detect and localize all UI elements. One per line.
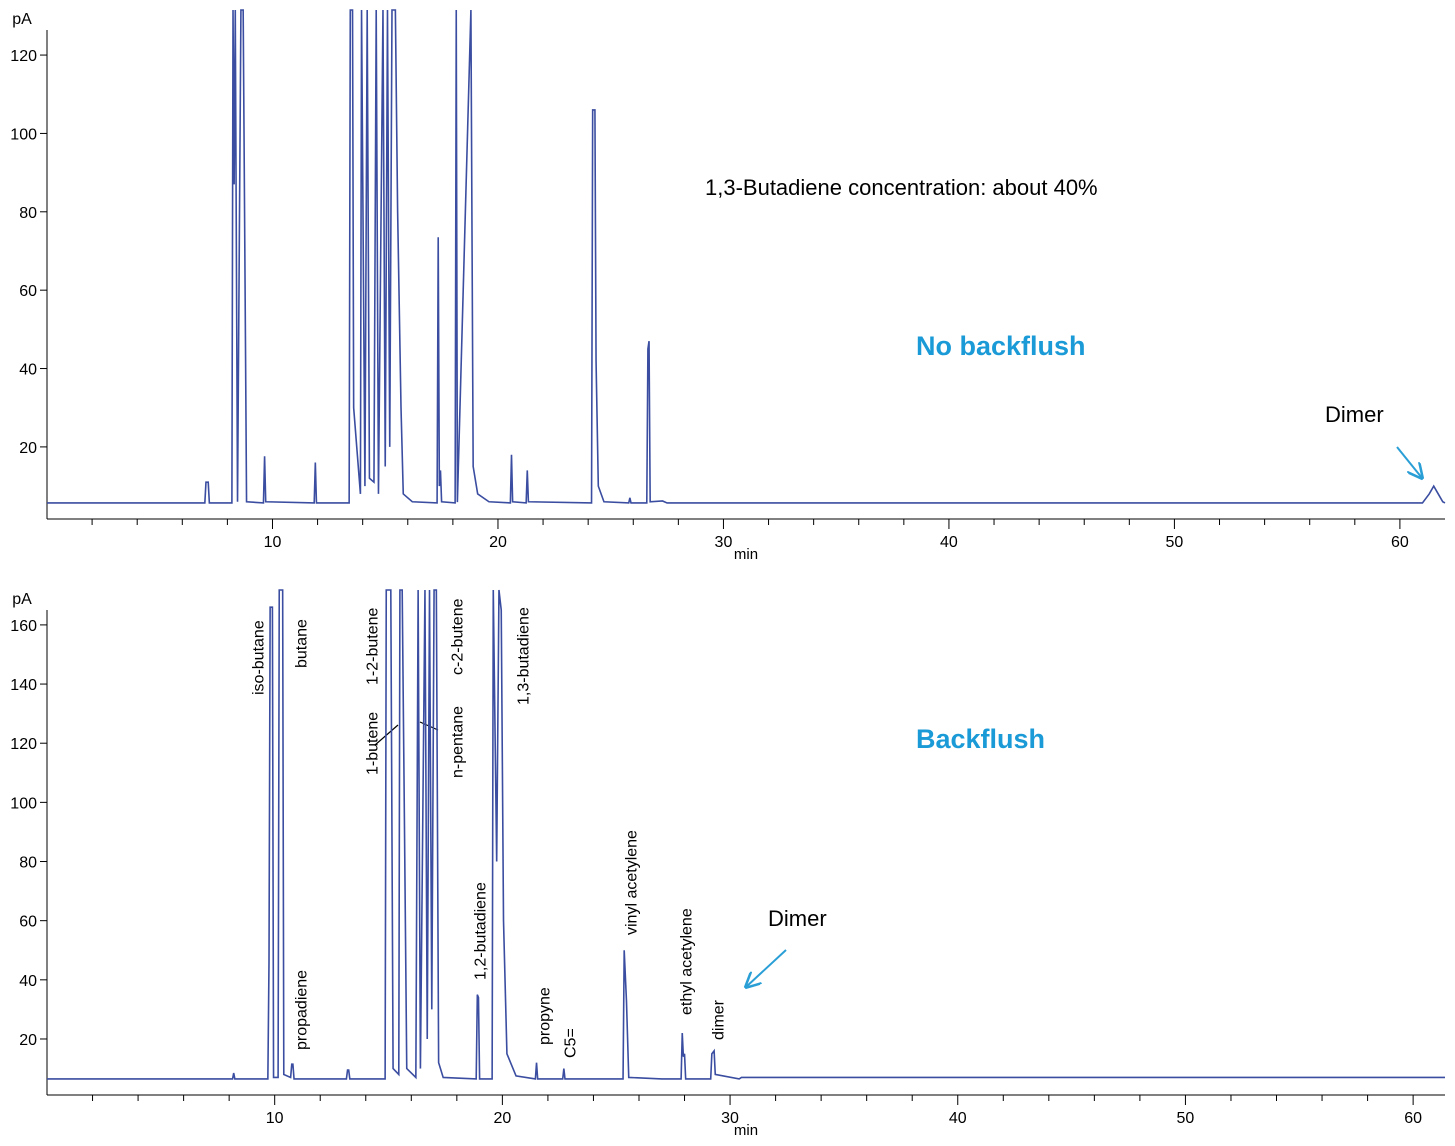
y-tick-label: 20 xyxy=(19,1032,37,1049)
x-tick-label: 50 xyxy=(1166,534,1184,551)
chromatogram-trace xyxy=(47,9,1446,504)
y-tick-label: 40 xyxy=(19,973,37,990)
y-tick-label: 100 xyxy=(10,126,37,143)
chromatogram-trace xyxy=(47,589,1445,1080)
y-tick-label: 20 xyxy=(19,440,37,457)
y-tick-label: 60 xyxy=(19,914,37,931)
peak-label: propadiene xyxy=(294,970,311,1050)
peak-label: vinyl acetylene xyxy=(624,830,641,935)
dimer-arrow xyxy=(1396,446,1422,478)
x-tick-label: 40 xyxy=(940,534,958,551)
x-tick-label: 30 xyxy=(721,1110,739,1127)
y-tick-label: 140 xyxy=(10,677,37,694)
y-tick-label: 100 xyxy=(10,795,37,812)
x-tick-label: 10 xyxy=(266,1110,284,1127)
x-tick-label: 60 xyxy=(1391,534,1409,551)
peak-label: propyne xyxy=(537,987,554,1045)
annotation: No backflush xyxy=(916,331,1086,361)
y-axis-label: pA xyxy=(12,591,32,608)
peak-label: iso-butane xyxy=(251,620,268,695)
peak-label: n-pentane xyxy=(450,706,467,778)
y-tick-label: 60 xyxy=(19,283,37,300)
peak-label: 1,2-butadiene xyxy=(473,882,490,980)
peak-label: dimer xyxy=(711,999,728,1040)
peak-label: 1-2-butene xyxy=(365,608,382,685)
y-tick-label: 80 xyxy=(19,855,37,872)
x-tick-label: 50 xyxy=(1177,1110,1195,1127)
peak-label: ethyl acetylene xyxy=(679,908,696,1015)
y-axis-label: pA xyxy=(12,11,32,28)
peak-label: c-2-butene xyxy=(450,598,467,675)
x-axis-label: min xyxy=(734,546,758,563)
x-tick-label: 10 xyxy=(264,534,282,551)
dimer-arrow xyxy=(746,949,787,987)
x-tick-label: 40 xyxy=(949,1110,967,1127)
peak-label: butane xyxy=(294,619,311,668)
y-tick-label: 120 xyxy=(10,736,37,753)
y-tick-label: 160 xyxy=(10,618,37,635)
annotation: Dimer xyxy=(768,906,827,931)
y-tick-label: 80 xyxy=(19,205,37,222)
x-tick-label: 20 xyxy=(489,534,507,551)
y-tick-label: 40 xyxy=(19,362,37,379)
x-tick-label: 60 xyxy=(1404,1110,1422,1127)
peak-label: 1,3-butadiene xyxy=(516,607,533,705)
x-tick-label: 30 xyxy=(715,534,733,551)
peak-label: 1-butene xyxy=(365,712,382,775)
x-axis-label: min xyxy=(734,1122,758,1139)
peak-label: C5= xyxy=(563,1028,580,1058)
annotation: 1,3-Butadiene concentration: about 40% xyxy=(705,175,1098,200)
annotation: Backflush xyxy=(916,724,1045,754)
annotation: Dimer xyxy=(1325,402,1384,427)
y-tick-label: 120 xyxy=(10,48,37,65)
x-tick-label: 20 xyxy=(493,1110,511,1127)
